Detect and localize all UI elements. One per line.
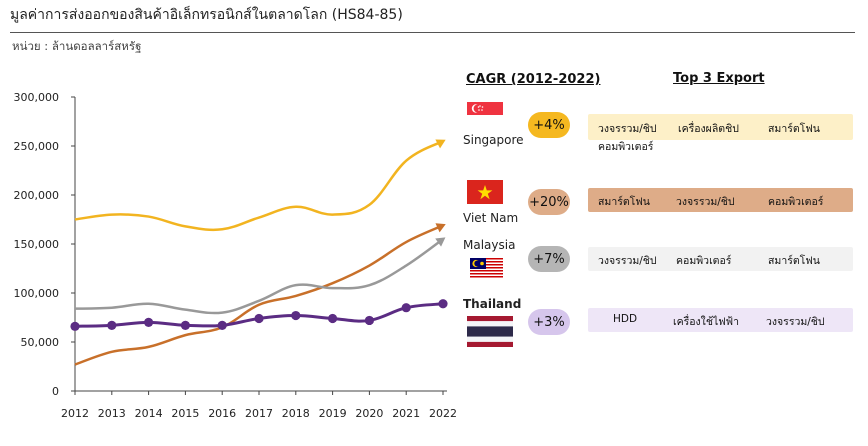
y-tick-label: 150,000	[14, 238, 60, 251]
arrowhead-singapore	[435, 139, 446, 149]
export-item: คอมพิวเตอร์	[768, 196, 824, 208]
x-tick-label: 2018	[282, 407, 310, 420]
data-point-thailand	[180, 320, 190, 330]
export-item: วงจรรวม/ชิป	[766, 316, 825, 328]
export-row-malaysia: วงจรรวม/ชิป คอมพิวเตอร์ สมาร์ตโฟน	[588, 247, 853, 271]
x-tick-label: 2012	[61, 407, 89, 420]
x-tick-label: 2014	[135, 407, 163, 420]
y-tick-label: 0	[52, 385, 59, 398]
x-tick-label: 2016	[208, 407, 236, 420]
line-chart: 0 50,000 100,000 150,000 200,000 250,000 300,0…	[14, 91, 458, 420]
country-name-vietnam: Viet Nam	[463, 211, 519, 225]
export-item: วงจรรวม/ชิป	[598, 255, 657, 267]
unit-label: หน่วย : ล้านดอลลาร์สหรัฐ	[12, 39, 142, 53]
export-row-singapore: วงจรรวม/ชิป เครื่องผลิตชิป สมาร์ตโฟน คอม…	[588, 114, 853, 153]
cagr-header: CAGR (2012-2022)	[466, 72, 601, 87]
x-tick-label: 2020	[355, 407, 383, 420]
export-item: สมาร์ตโฟน	[768, 255, 820, 267]
cagr-badge-singapore: +4%	[528, 112, 570, 138]
singapore-flag-icon	[467, 102, 503, 128]
export-item: เครื่องผลิตชิป	[678, 123, 739, 135]
data-point-thailand	[217, 320, 227, 330]
export-item: วงจรรวม/ชิป	[676, 196, 735, 208]
data-point-thailand	[70, 321, 80, 331]
data-point-thailand	[107, 320, 117, 330]
cagr-badge-vietnam: +20%	[528, 189, 570, 215]
vietnam-flag-icon	[467, 180, 503, 204]
export-row-thailand: HDD เครื่องใช้ไฟฟ้า วงจรรวม/ชิป	[588, 308, 853, 332]
export-item: วงจรรวม/ชิป	[598, 123, 657, 135]
malaysia-flag-icon	[470, 258, 503, 278]
x-tick-label: 2017	[245, 407, 273, 420]
export-item: เครื่องใช้ไฟฟ้า	[673, 316, 739, 328]
data-point-thailand	[328, 313, 338, 324]
country-name-thailand: Thailand	[463, 297, 522, 311]
export-item: คอมพิวเตอร์	[676, 255, 732, 267]
x-tick-label: 2019	[319, 407, 347, 420]
country-name-singapore: Singapore	[463, 133, 524, 147]
arrowhead-viet-nam	[435, 223, 446, 233]
cagr-badge-malaysia: +7%	[528, 246, 570, 272]
x-tick-label: 2021	[392, 407, 420, 420]
export-item: สมาร์ตโฟน	[768, 123, 820, 135]
top3-header: Top 3 Export	[673, 71, 765, 86]
y-tick-label: 50,000	[21, 336, 60, 349]
data-point-thailand	[254, 313, 264, 324]
title-divider	[10, 32, 855, 33]
data-point-thailand	[364, 315, 374, 326]
chart-title: มูลค่าการส่งออกของสินค้าอิเล็กทรอนิกส์ใน…	[10, 7, 403, 23]
series-line-malaysia	[74, 238, 444, 315]
data-point-thailand	[144, 317, 154, 327]
series-line-viet-nam	[74, 224, 444, 366]
x-tick-label: 2013	[98, 407, 126, 420]
export-row-vietnam: สมาร์ตโฟน วงจรรวม/ชิป คอมพิวเตอร์	[588, 188, 853, 212]
data-point-thailand	[291, 310, 301, 321]
y-tick-label: 200,000	[14, 189, 60, 202]
data-point-thailand	[401, 303, 411, 313]
y-tick-label: 250,000	[14, 140, 60, 153]
arrowhead-malaysia	[435, 237, 446, 247]
country-name-malaysia: Malaysia	[463, 238, 516, 252]
thailand-flag-icon	[467, 316, 513, 347]
y-tick-label: 300,000	[14, 91, 60, 104]
cagr-badge-thailand: +3%	[528, 309, 570, 335]
export-item: สมาร์ตโฟน	[598, 196, 650, 208]
series-line-singapore	[74, 139, 444, 232]
export-item: HDD	[613, 313, 638, 325]
export-item: คอมพิวเตอร์	[598, 141, 654, 153]
x-tick-label: 2015	[171, 407, 199, 420]
x-tick-label: 2022	[429, 407, 457, 420]
y-tick-label: 100,000	[14, 287, 60, 300]
data-point-thailand	[438, 299, 448, 309]
